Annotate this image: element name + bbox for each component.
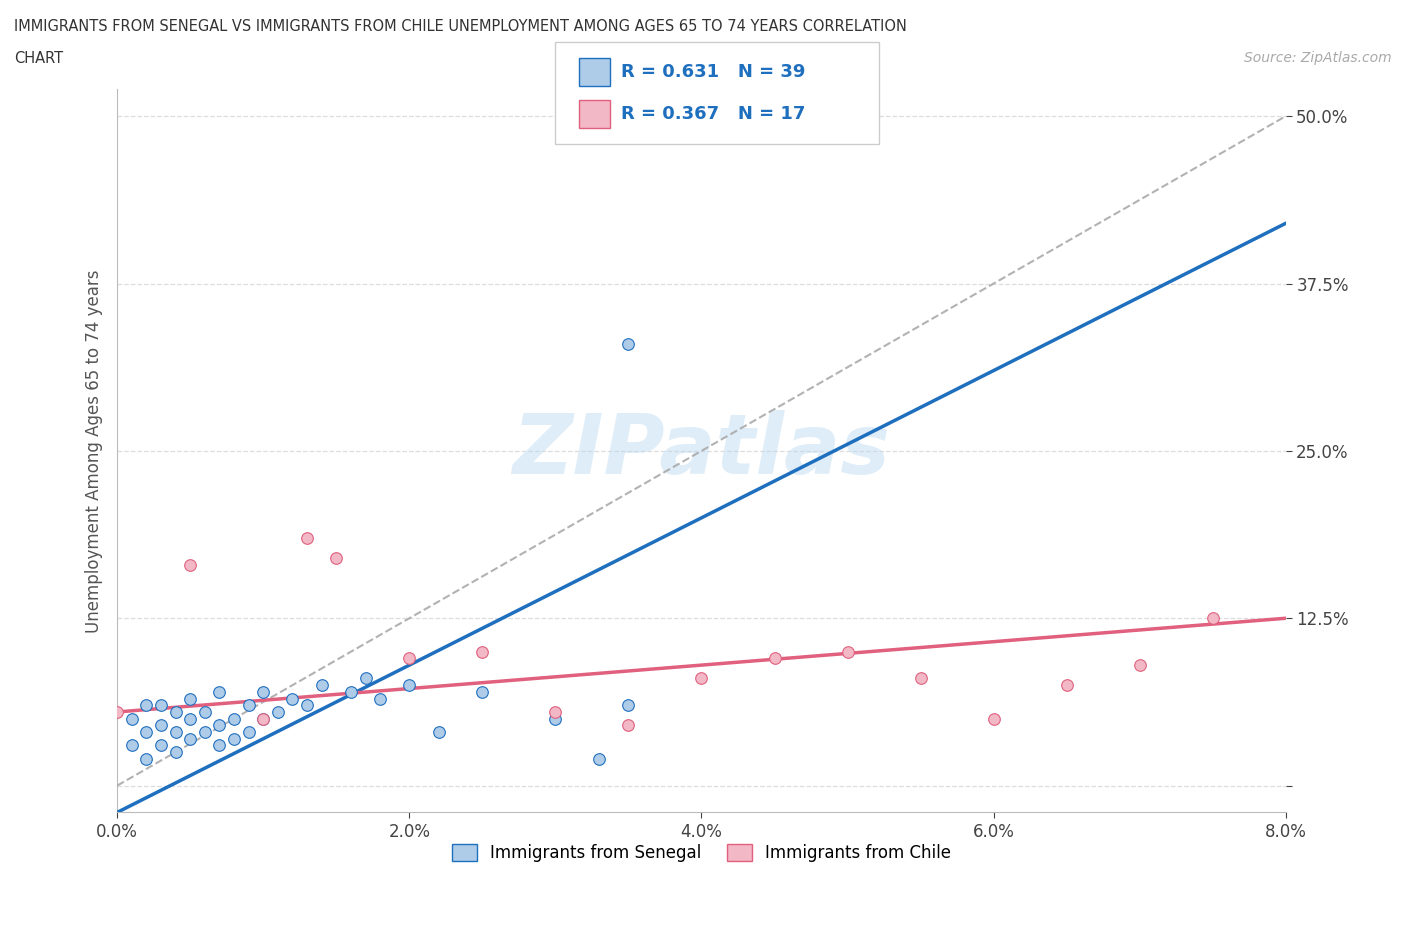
Point xyxy=(135,751,157,766)
Point xyxy=(983,711,1005,726)
Point xyxy=(295,530,318,545)
Point xyxy=(325,551,347,565)
Point xyxy=(617,337,640,352)
Point xyxy=(165,745,187,760)
Point xyxy=(238,724,260,739)
Point xyxy=(368,691,391,706)
Point xyxy=(252,711,274,726)
Point xyxy=(208,738,231,753)
Y-axis label: Unemployment Among Ages 65 to 74 years: Unemployment Among Ages 65 to 74 years xyxy=(86,269,103,632)
Point xyxy=(267,705,290,720)
Point xyxy=(1056,678,1078,693)
Point xyxy=(252,684,274,699)
Point xyxy=(427,724,450,739)
Point xyxy=(150,738,173,753)
Point xyxy=(179,711,201,726)
Text: R = 0.367   N = 17: R = 0.367 N = 17 xyxy=(621,105,806,124)
Point xyxy=(179,691,201,706)
Text: CHART: CHART xyxy=(14,51,63,66)
Text: R = 0.631   N = 39: R = 0.631 N = 39 xyxy=(621,62,806,81)
Point xyxy=(398,651,420,666)
Point xyxy=(398,678,420,693)
Point xyxy=(165,705,187,720)
Point xyxy=(252,711,274,726)
Point xyxy=(471,644,494,659)
Point xyxy=(179,731,201,746)
Point xyxy=(105,705,128,720)
Point xyxy=(135,724,157,739)
Point xyxy=(121,711,143,726)
Point xyxy=(311,678,333,693)
Point xyxy=(208,684,231,699)
Text: IMMIGRANTS FROM SENEGAL VS IMMIGRANTS FROM CHILE UNEMPLOYMENT AMONG AGES 65 TO 7: IMMIGRANTS FROM SENEGAL VS IMMIGRANTS FR… xyxy=(14,19,907,33)
Point xyxy=(471,684,494,699)
Point xyxy=(295,698,318,712)
Point xyxy=(222,711,245,726)
Point xyxy=(150,718,173,733)
Point xyxy=(1129,658,1152,672)
Text: Source: ZipAtlas.com: Source: ZipAtlas.com xyxy=(1244,51,1392,65)
Point xyxy=(588,751,610,766)
Point xyxy=(194,705,217,720)
Point xyxy=(544,711,567,726)
Point xyxy=(837,644,859,659)
Point xyxy=(179,557,201,572)
Point xyxy=(690,671,713,686)
Point xyxy=(281,691,304,706)
Point xyxy=(544,705,567,720)
Point xyxy=(165,724,187,739)
Point xyxy=(135,698,157,712)
Point xyxy=(617,718,640,733)
Point xyxy=(763,651,786,666)
Point xyxy=(1202,611,1225,626)
Point xyxy=(910,671,932,686)
Point xyxy=(222,731,245,746)
Legend: Immigrants from Senegal, Immigrants from Chile: Immigrants from Senegal, Immigrants from… xyxy=(446,838,957,870)
Point xyxy=(150,698,173,712)
Point xyxy=(617,698,640,712)
Point xyxy=(354,671,377,686)
Text: ZIPatlas: ZIPatlas xyxy=(513,410,890,491)
Point xyxy=(121,738,143,753)
Point xyxy=(340,684,363,699)
Point xyxy=(238,698,260,712)
Point xyxy=(194,724,217,739)
Point xyxy=(208,718,231,733)
